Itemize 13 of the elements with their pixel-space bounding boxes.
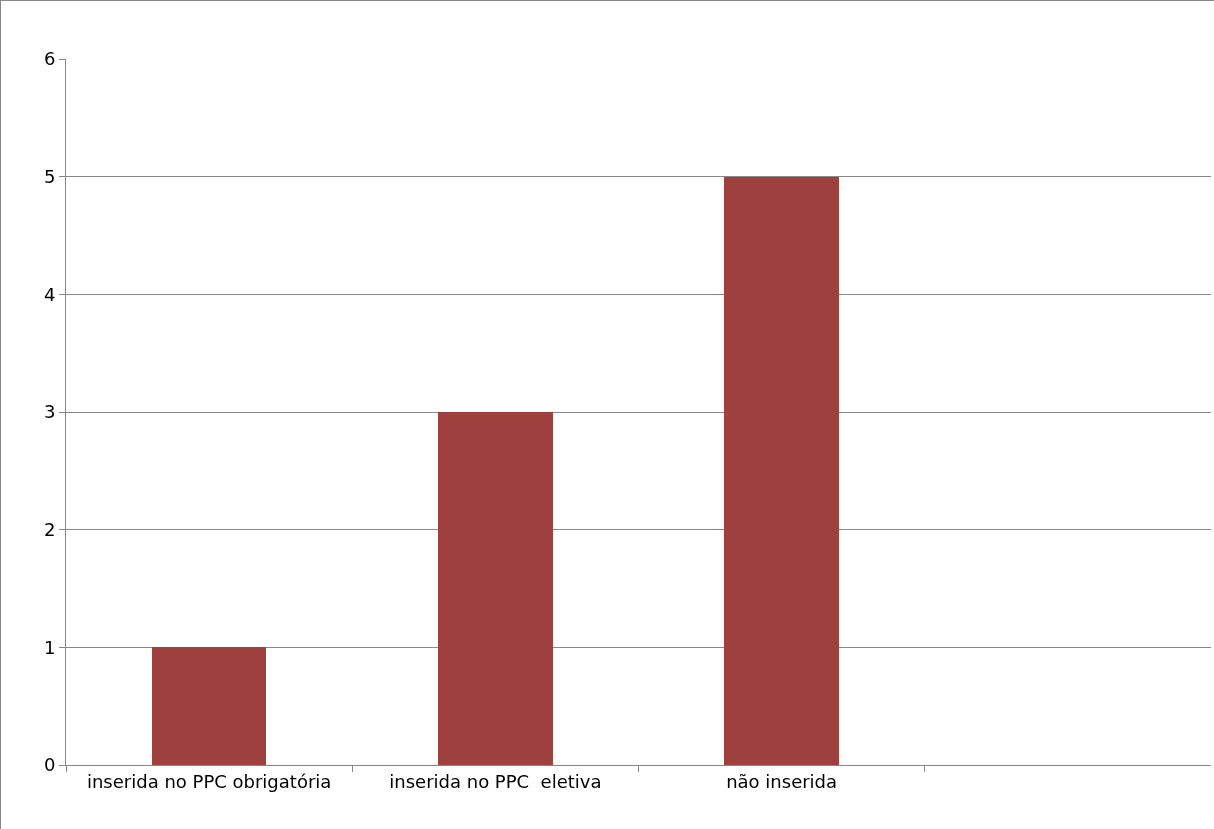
y-tick-label: 1 xyxy=(43,636,56,658)
x-tick-label: não inserida xyxy=(726,770,838,792)
bar xyxy=(438,412,553,765)
x-tick-label: inserida no PPC eletiva xyxy=(389,770,602,792)
y-tick-label: 4 xyxy=(43,283,56,305)
bar xyxy=(152,647,266,765)
y-tick-label: 3 xyxy=(43,401,56,423)
y-tick-label: 5 xyxy=(43,165,56,187)
y-tick-label: 0 xyxy=(43,754,56,776)
y-tick-label: 6 xyxy=(43,48,56,70)
bar xyxy=(724,177,839,765)
x-tick-label: inserida no PPC obrigatória xyxy=(86,770,332,792)
y-tick-label: 2 xyxy=(43,518,56,540)
